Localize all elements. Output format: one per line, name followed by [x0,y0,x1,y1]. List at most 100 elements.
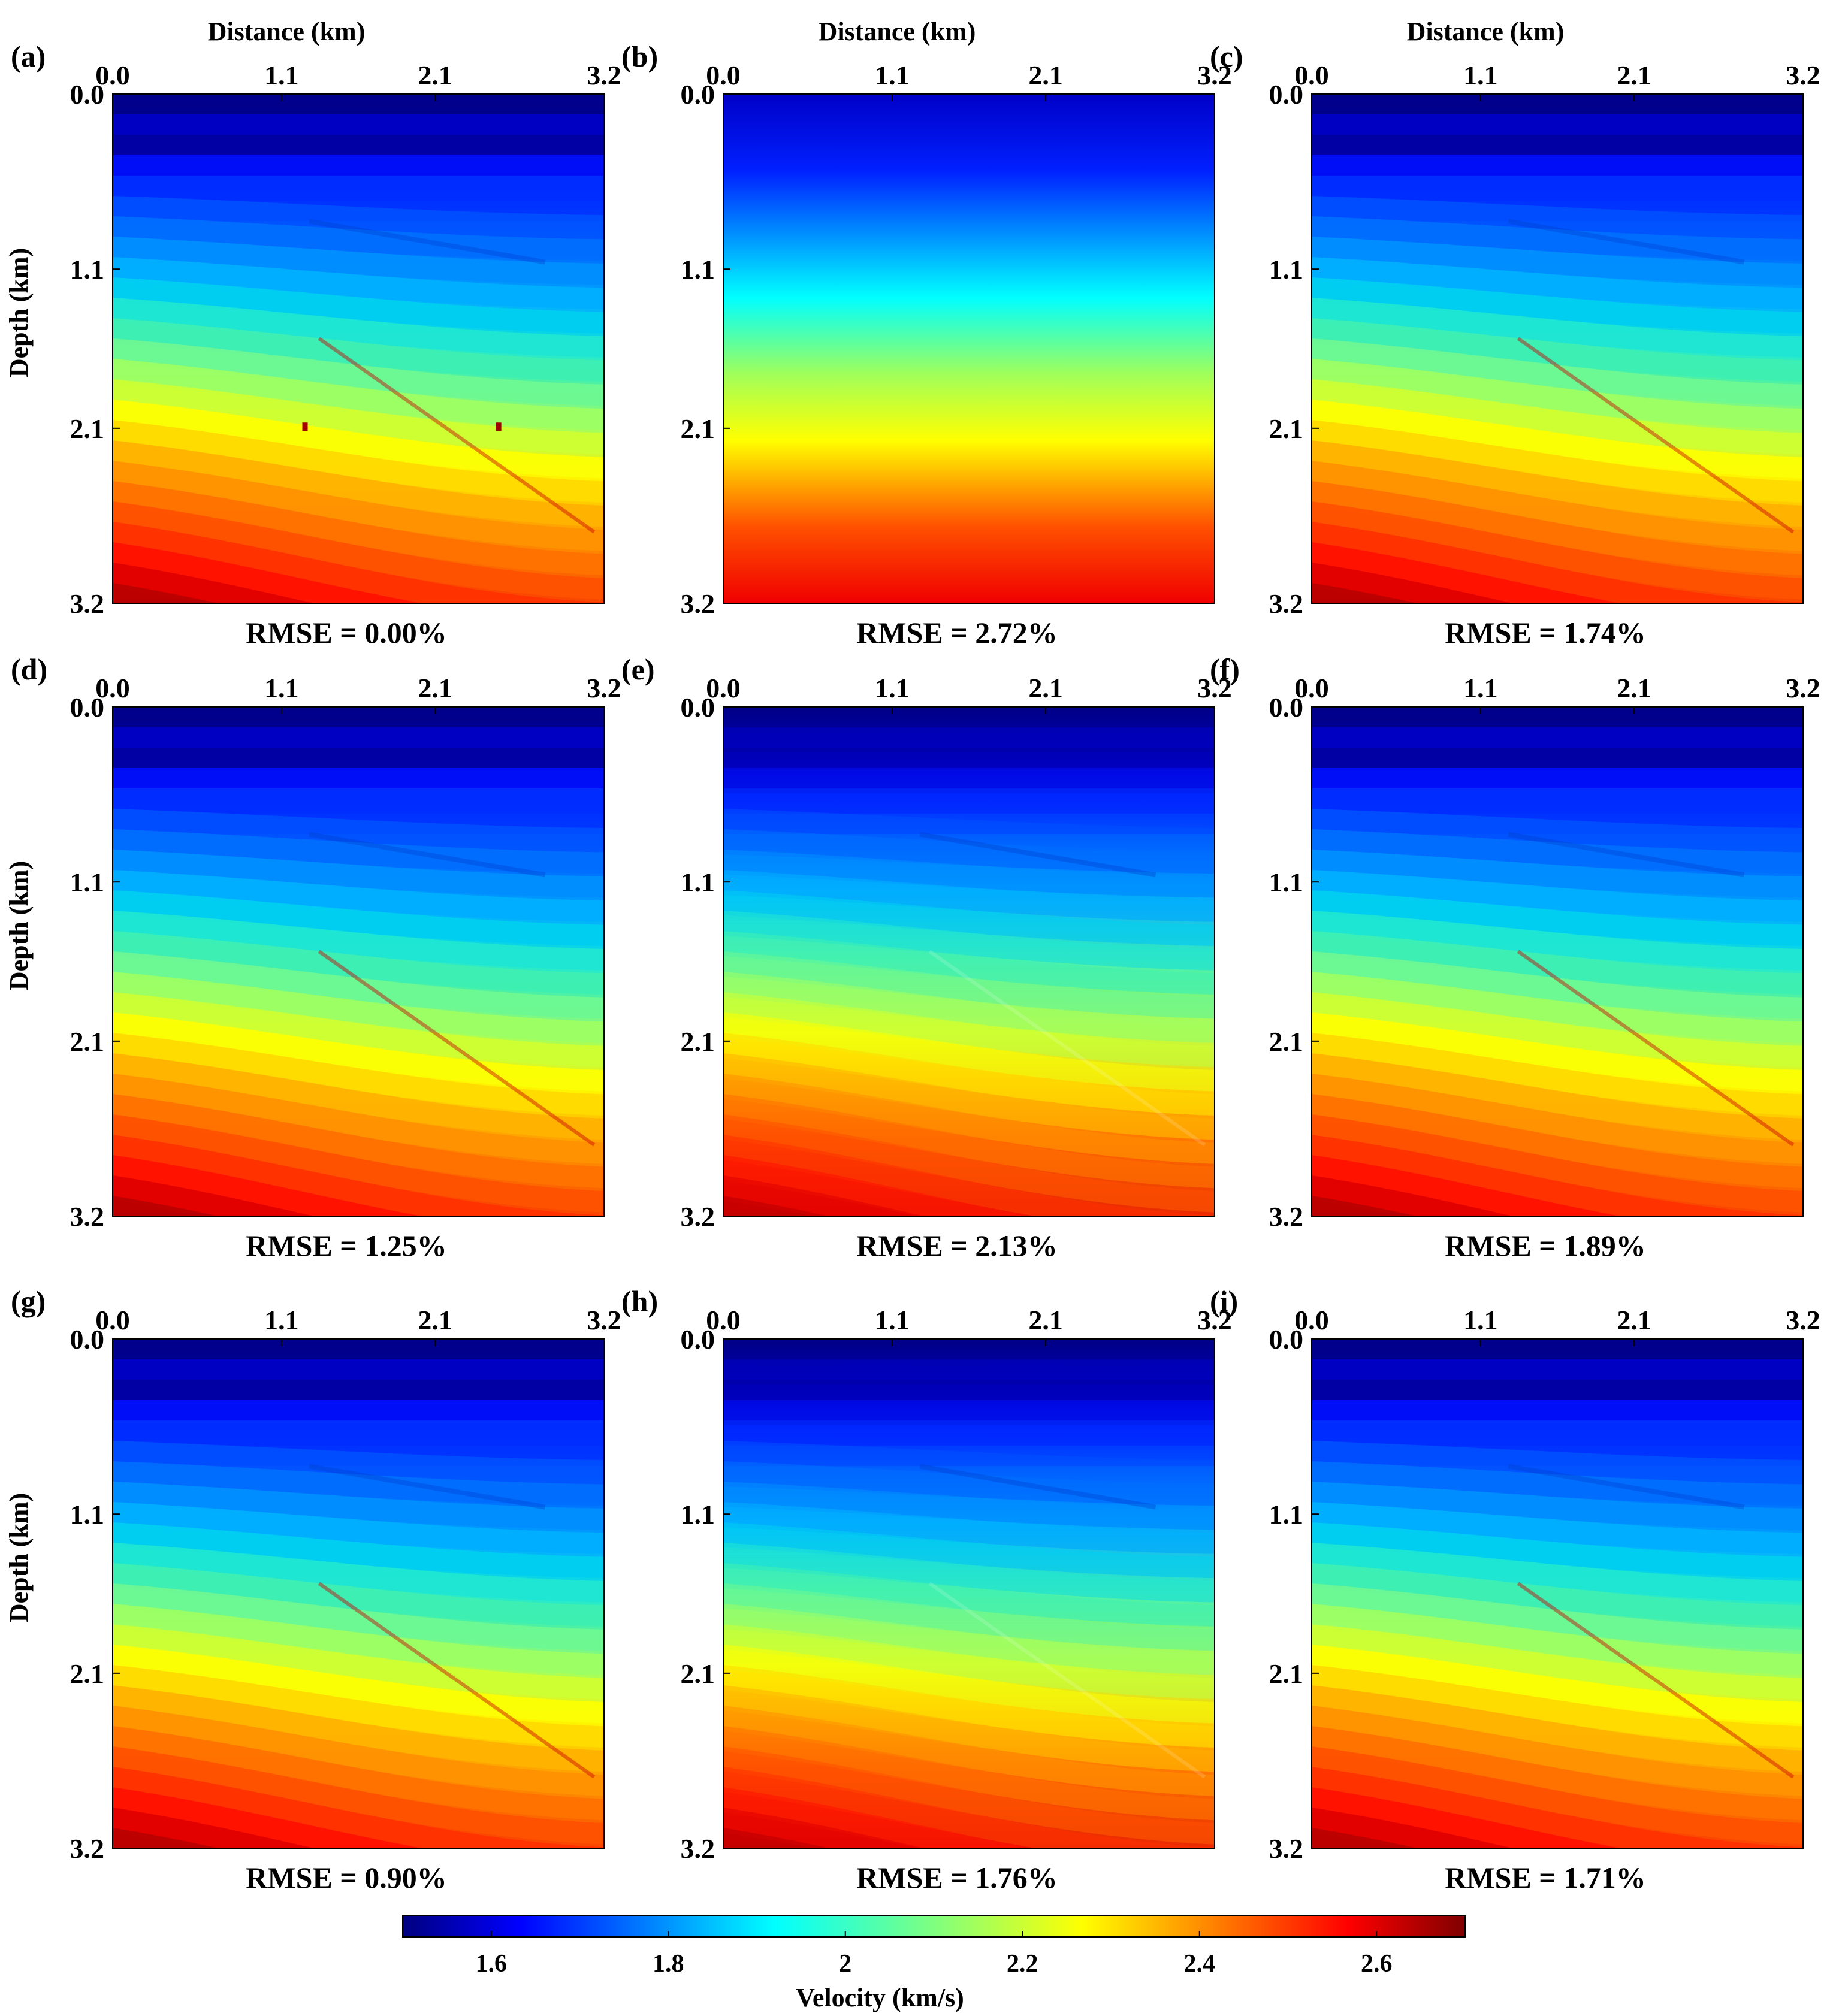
x-tick-label: 3.2 [1786,60,1820,90]
x-tick-label: 0.0 [1294,673,1329,703]
y-tick-label: 3.2 [70,1833,105,1864]
x-axis-title: Distance (km) [208,17,366,46]
fault-line [1517,337,1795,534]
y-tick-label: 0.0 [70,692,105,723]
layer-band [1312,583,1418,603]
shallow-fault [1508,832,1745,878]
layer-band [113,583,219,603]
fault-line [318,1582,596,1779]
velocity-image-a [113,94,604,603]
y-tick-label: 3.2 [681,1201,715,1232]
anomaly-marker [496,422,502,431]
rmse-caption: RMSE = 1.71% [1445,1861,1645,1894]
colorbar-tick-label: 2.4 [1184,1950,1216,1978]
x-tick-label: 1.1 [875,60,910,90]
y-tick-label: 3.2 [681,1833,715,1864]
y-tick-label: 2.1 [70,413,105,444]
y-tick-label: 2.1 [1269,1658,1304,1689]
x-tick-label: 2.1 [1617,673,1651,703]
shallow-fault [309,832,546,878]
panel-letter: (b) [621,40,658,73]
x-tick-label: 2.1 [1028,673,1063,703]
axes-frame [723,93,1215,604]
x-tick-label: 3.2 [1786,673,1820,703]
layer-band [1312,501,1803,603]
x-tick-label: 3.2 [1197,1305,1232,1335]
x-tick-label: 2.1 [1617,60,1651,90]
velocity-image-d [113,707,604,1216]
fault-line [1517,1582,1795,1779]
rmse-caption: RMSE = 1.89% [1445,1229,1645,1262]
y-axis-title: Depth (km) [4,861,34,990]
rmse-caption: RMSE = 1.25% [246,1229,446,1262]
fault-line [1517,950,1795,1147]
y-tick-label: 3.2 [1269,1833,1304,1864]
panel-i: 0.0 1.1 2.1 3.2 0.0 1.1 2.1 3.2 (i) RMSE = 1.71% [1210,1284,1820,1894]
colorbar-tick-label: 1.6 [476,1950,508,1978]
panel-letter: (e) [621,652,655,686]
axes-frame [1311,706,1804,1217]
layer-band [1312,1828,1418,1848]
panel-c: 0.0 1.1 2.1 3.2 0.0 1.1 2.1 3.2 (c) Distance (km)… [1210,17,1820,649]
y-tick-label: 0.0 [681,692,715,723]
axes-frame [112,93,605,604]
colorbar-gradient [402,1915,1466,1938]
x-tick-label: 1.1 [1463,1305,1498,1335]
x-tick-label: 2.1 [1028,1305,1063,1335]
y-tick-label: 0.0 [70,1324,105,1355]
layer-band [113,1114,604,1216]
y-tick-label: 1.1 [70,867,105,897]
y-tick-label: 3.2 [70,1201,105,1232]
layer-band [723,1114,1215,1216]
x-tick-label: 0.0 [95,1305,130,1335]
panel-h: 0.0 1.1 2.1 3.2 0.0 1.1 2.1 3.2 (h) RMSE = 1.76% [621,1284,1232,1894]
y-tick-label: 0.0 [681,1324,715,1355]
fault-line [928,950,1206,1147]
anomaly-marker [302,422,308,431]
y-tick-label: 0.0 [70,79,105,110]
x-tick-label: 0.0 [1294,1305,1329,1335]
velocity-image-g [113,1339,604,1848]
panel-letter: (a) [11,40,46,73]
rmse-caption: RMSE = 2.72% [856,616,1057,649]
velocity-image-i [1312,1339,1803,1848]
x-tick-label: 0.0 [95,673,130,703]
shallow-fault [919,1464,1156,1510]
colorbar-tick-label: 2.2 [1007,1950,1038,1978]
layer-band [113,1746,604,1848]
rmse-caption: RMSE = 0.00% [246,616,446,649]
rmse-caption: RMSE = 1.74% [1445,616,1645,649]
x-tick-label: 2.1 [418,1305,452,1335]
y-tick-label: 3.2 [1269,1201,1304,1232]
layer-band [113,1196,219,1216]
colorbar-tick-label: 2 [839,1950,851,1978]
axes-frame [112,1338,605,1849]
x-tick-label: 1.1 [1463,673,1498,703]
colorbar-tick-label: 2.6 [1361,1950,1393,1978]
axes-frame [1311,93,1804,604]
shallow-fault [919,832,1156,878]
y-tick-label: 1.1 [70,1499,105,1530]
x-tick-label: 3.2 [587,1305,621,1335]
colorbar-tick-label: 1.8 [653,1950,684,1978]
panel-g: 0.0 1.1 2.1 3.2 0.0 1.1 2.1 3.2 (g) Depth (km) RMS… [4,1284,621,1894]
panel-letter: (g) [11,1284,46,1318]
shallow-fault [1508,1464,1745,1510]
axes-frame [723,706,1215,1217]
x-tick-label: 1.1 [1463,60,1498,90]
velocity-image-f [1312,707,1803,1216]
velocity-image-e [723,707,1215,1216]
x-tick-label: 0.0 [706,60,741,90]
fault-line [318,950,596,1147]
rmse-caption: RMSE = 2.13% [856,1229,1057,1262]
x-tick-label: 3.2 [1197,673,1232,703]
x-tick-label: 3.2 [587,673,621,703]
y-tick-label: 1.1 [681,254,715,285]
y-tick-label: 0.0 [681,79,715,110]
x-tick-label: 3.2 [587,60,621,90]
velocity-image-h [723,1339,1215,1848]
panel-f: 0.0 1.1 2.1 3.2 0.0 1.1 2.1 3.2 (f) RMSE = 1.89% [1210,652,1820,1262]
x-tick-label: 3.2 [1786,1305,1820,1335]
y-tick-label: 3.2 [681,588,715,619]
